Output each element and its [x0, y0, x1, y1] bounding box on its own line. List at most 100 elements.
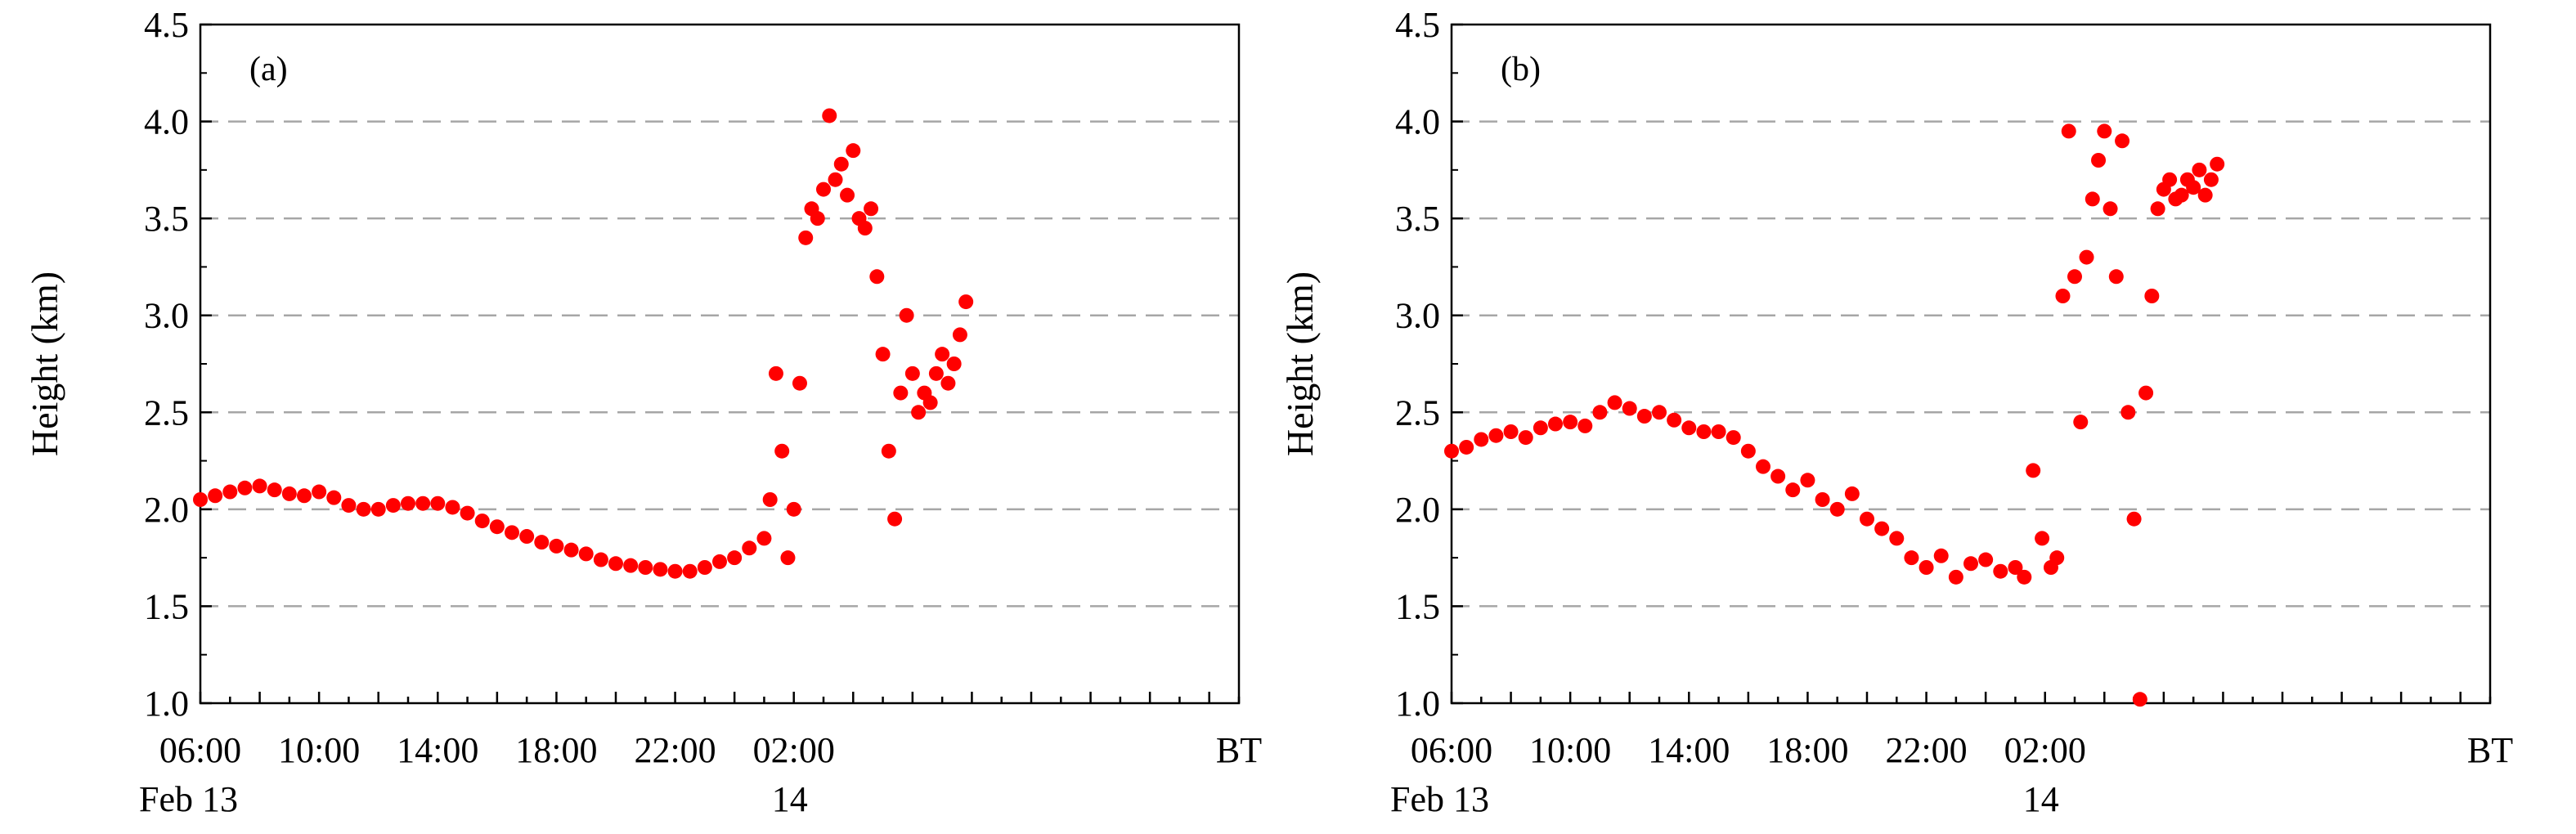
data-point	[1770, 469, 1786, 484]
data-point	[2162, 172, 2178, 187]
x-tick-label: 18:00	[515, 730, 597, 770]
data-point	[1800, 473, 1815, 488]
data-point	[727, 550, 743, 566]
data-point	[2138, 385, 2154, 401]
data-point	[792, 375, 807, 391]
data-point	[2061, 123, 2076, 139]
data-point	[1740, 443, 1756, 459]
data-point	[385, 498, 401, 513]
data-point	[2103, 201, 2118, 217]
data-point	[780, 550, 796, 566]
data-point	[1474, 432, 1489, 447]
data-point	[460, 505, 475, 521]
data-point	[2085, 191, 2100, 207]
data-point	[312, 484, 327, 500]
data-point	[1681, 420, 1697, 436]
y-tick-label: 1.0	[144, 684, 189, 724]
data-point	[2055, 289, 2071, 303]
data-point	[1874, 521, 1890, 536]
data-point	[958, 294, 974, 310]
data-point	[1444, 443, 1459, 459]
data-point	[326, 490, 342, 505]
data-point	[2017, 569, 2032, 585]
data-point	[2126, 511, 2142, 527]
data-point	[697, 560, 712, 575]
data-point	[445, 500, 460, 515]
data-point	[869, 269, 885, 285]
data-point	[549, 538, 564, 554]
x-tick-label: 06:00	[1411, 730, 1492, 770]
data-point	[2132, 692, 2147, 707]
data-point	[297, 488, 312, 504]
data-point	[952, 327, 967, 343]
y-tick-label: 2.0	[1395, 490, 1440, 530]
data-point	[2120, 405, 2136, 420]
data-point	[578, 546, 594, 562]
data-point	[822, 108, 837, 123]
x-tick-label: 18:00	[1766, 730, 1848, 770]
x-tick-label: 22:00	[1885, 730, 1967, 770]
data-point	[2079, 249, 2094, 265]
data-point	[237, 480, 253, 495]
data-point	[1563, 415, 1578, 430]
data-point	[864, 201, 879, 217]
y-tick-label: 3.5	[144, 199, 189, 239]
y-tick-label: 3.0	[144, 296, 189, 336]
data-point	[1696, 424, 1712, 439]
data-point	[2026, 463, 2041, 478]
data-point	[742, 540, 757, 556]
y-tick-label: 3.0	[1395, 296, 1440, 336]
data-point	[341, 498, 357, 513]
x-tick-label: 06:00	[159, 730, 241, 770]
data-point	[2192, 162, 2207, 177]
x-unit-label: BT	[2467, 730, 2513, 770]
data-point	[911, 405, 927, 420]
y-tick-label: 4.0	[1395, 102, 1440, 142]
data-point	[2174, 187, 2189, 203]
data-point	[1904, 550, 1919, 566]
data-point	[762, 492, 778, 507]
data-point	[1518, 430, 1533, 446]
data-point	[1948, 569, 1963, 585]
data-point	[356, 501, 371, 517]
data-point	[608, 556, 623, 572]
data-point	[1844, 486, 1860, 501]
y-axis-title: Height (km)	[24, 271, 65, 456]
data-point	[786, 501, 801, 517]
y-axis-title: Height (km)	[1279, 271, 1321, 456]
data-point	[2197, 187, 2213, 203]
data-point	[887, 511, 903, 527]
x-date-label: Feb 13	[139, 779, 238, 819]
data-point	[1756, 459, 1770, 474]
data-point	[1488, 428, 1504, 443]
panel-a: 1.0 1.5 2.0 2.5 3.0 3.5 4.0 4.5 06:00 Feb 13 10:00…	[24, 5, 1262, 819]
data-point	[2073, 415, 2089, 430]
data-point	[2049, 550, 2065, 566]
data-point	[774, 443, 790, 459]
data-point	[1667, 412, 1682, 428]
y-tick-label: 4.5	[144, 5, 189, 45]
data-point	[2203, 172, 2219, 187]
data-point	[281, 486, 297, 501]
data-point	[875, 347, 891, 362]
data-point	[563, 542, 579, 558]
data-point	[430, 495, 446, 511]
data-point	[1503, 424, 1519, 439]
y-tick-label: 1.5	[1395, 586, 1440, 626]
data-point	[768, 365, 783, 381]
data-point	[682, 563, 698, 579]
panel-label: (a)	[249, 51, 288, 88]
data-point	[474, 513, 490, 529]
data-point	[904, 365, 920, 381]
data-point	[534, 535, 550, 550]
data-point	[667, 563, 683, 579]
data-point	[881, 443, 896, 459]
data-point	[1711, 424, 1726, 439]
data-point	[1592, 405, 1608, 420]
data-point	[593, 552, 608, 567]
data-point	[2097, 123, 2112, 139]
data-point	[1978, 552, 1994, 567]
data-point	[857, 221, 873, 235]
panel-label: (b)	[1501, 51, 1541, 88]
